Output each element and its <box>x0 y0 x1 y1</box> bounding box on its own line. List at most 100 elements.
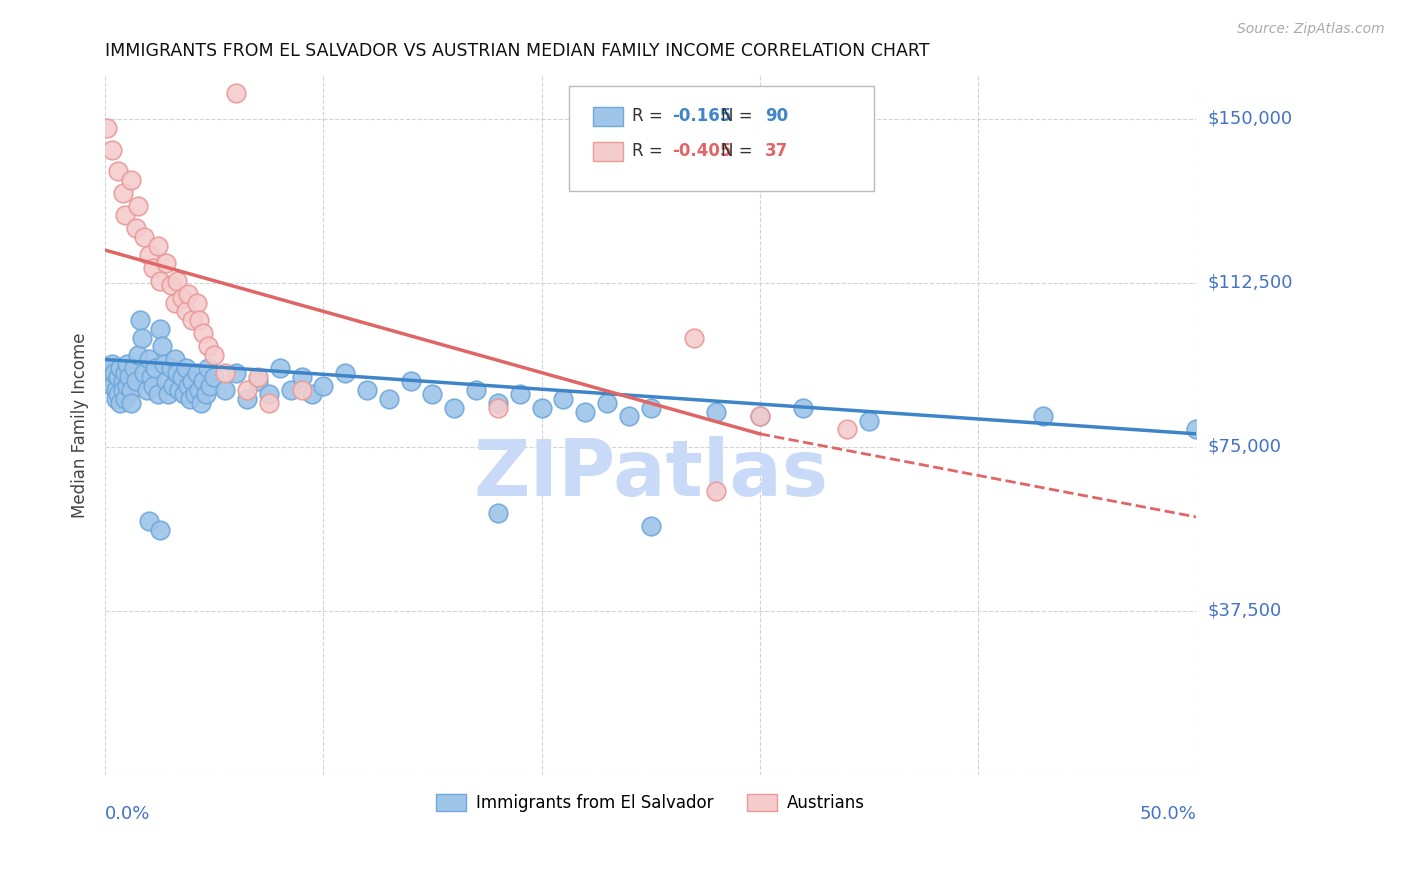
Point <box>186 366 208 380</box>
Point <box>100 143 122 157</box>
Point <box>193 375 215 389</box>
Point <box>835 422 858 436</box>
Point <box>166 366 188 380</box>
Text: R =: R = <box>633 143 668 161</box>
Point <box>110 361 132 376</box>
Point <box>1185 422 1208 436</box>
Point <box>202 370 225 384</box>
Point <box>96 120 118 135</box>
Point <box>179 392 201 406</box>
Point <box>153 357 176 371</box>
Legend: Immigrants from El Salvador, Austrians: Immigrants from El Salvador, Austrians <box>429 788 872 819</box>
Point <box>290 370 312 384</box>
Point <box>131 330 153 344</box>
Point <box>617 409 640 424</box>
Point <box>190 396 212 410</box>
Point <box>120 173 142 187</box>
Point <box>139 370 162 384</box>
Point <box>111 383 134 397</box>
Point <box>509 387 531 401</box>
Point <box>269 361 291 376</box>
Point <box>103 366 125 380</box>
Point <box>146 239 169 253</box>
Point <box>105 383 128 397</box>
Point <box>135 383 157 397</box>
Text: N =: N = <box>721 143 758 161</box>
Point <box>399 375 422 389</box>
Text: IMMIGRANTS FROM EL SALVADOR VS AUSTRIAN MEDIAN FAMILY INCOME CORRELATION CHART: IMMIGRANTS FROM EL SALVADOR VS AUSTRIAN … <box>105 42 929 60</box>
Point <box>149 523 172 537</box>
Point <box>96 361 118 376</box>
Point <box>225 86 247 100</box>
Point <box>356 383 378 397</box>
Point <box>163 295 186 310</box>
Point <box>125 375 148 389</box>
Point <box>115 378 138 392</box>
Point <box>202 348 225 362</box>
Point <box>640 518 662 533</box>
Point <box>301 387 323 401</box>
FancyBboxPatch shape <box>569 86 875 191</box>
FancyBboxPatch shape <box>593 107 623 127</box>
Point <box>127 348 149 362</box>
Text: $37,500: $37,500 <box>1208 602 1281 620</box>
Point <box>486 401 509 415</box>
Point <box>155 256 177 270</box>
Point <box>162 378 184 392</box>
Point <box>100 378 122 392</box>
Point <box>118 370 141 384</box>
Point <box>120 383 142 397</box>
Text: 37: 37 <box>765 143 789 161</box>
Point <box>214 383 236 397</box>
Point <box>110 396 132 410</box>
Point <box>114 392 136 406</box>
Point <box>193 326 215 341</box>
Point <box>114 208 136 222</box>
Point <box>145 361 167 376</box>
Point <box>748 409 770 424</box>
Point <box>114 366 136 380</box>
Point <box>177 286 200 301</box>
Point <box>214 366 236 380</box>
Point <box>159 278 181 293</box>
Text: R =: R = <box>633 108 668 126</box>
Point <box>486 396 509 410</box>
Point <box>134 366 156 380</box>
Point <box>704 405 727 419</box>
Point <box>194 387 217 401</box>
Point <box>142 378 165 392</box>
Point <box>257 387 280 401</box>
Point <box>170 291 193 305</box>
Y-axis label: Median Family Income: Median Family Income <box>72 333 89 518</box>
Point <box>257 396 280 410</box>
Point <box>134 230 156 244</box>
Point <box>186 295 208 310</box>
Text: 90: 90 <box>765 108 789 126</box>
Point <box>138 247 160 261</box>
Point <box>183 387 205 401</box>
Point <box>174 304 197 318</box>
Point <box>683 330 706 344</box>
FancyBboxPatch shape <box>593 142 623 161</box>
Point <box>163 352 186 367</box>
Point <box>792 401 814 415</box>
Point <box>159 361 181 376</box>
Text: $112,500: $112,500 <box>1208 274 1292 292</box>
Point <box>640 401 662 415</box>
Point <box>530 401 553 415</box>
Text: 0.0%: 0.0% <box>105 805 150 823</box>
Point <box>169 383 191 397</box>
Point <box>173 387 195 401</box>
Point <box>150 339 173 353</box>
Point <box>105 392 128 406</box>
Text: N =: N = <box>721 108 758 126</box>
Text: -0.405: -0.405 <box>672 143 731 161</box>
Point <box>125 221 148 235</box>
Point <box>107 370 129 384</box>
Point <box>157 387 180 401</box>
Point <box>378 392 401 406</box>
Point <box>236 392 259 406</box>
Point <box>149 322 172 336</box>
Point <box>115 357 138 371</box>
Point <box>100 357 122 371</box>
